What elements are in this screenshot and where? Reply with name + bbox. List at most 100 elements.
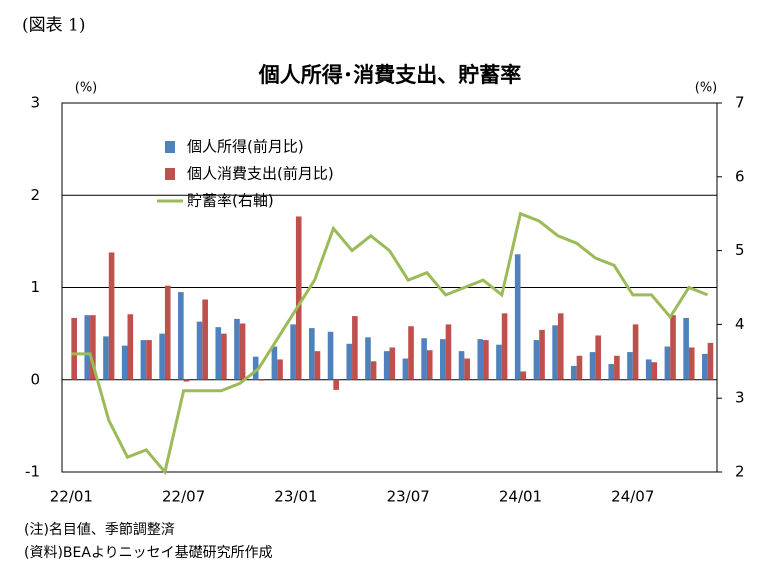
- bar: [127, 314, 134, 380]
- x-tick-label: 23/01: [274, 488, 317, 506]
- bar: [514, 254, 521, 380]
- bar: [84, 315, 91, 380]
- bar: [370, 361, 377, 380]
- bar: [178, 292, 184, 380]
- bar: [215, 327, 222, 380]
- bar: [458, 351, 465, 380]
- bar: [365, 337, 371, 380]
- bar: [314, 351, 321, 380]
- bar: [645, 359, 652, 380]
- bar: [290, 324, 296, 380]
- bar: [252, 356, 259, 380]
- bar: [688, 347, 695, 380]
- bar: [477, 339, 484, 380]
- bar: [664, 346, 671, 380]
- bar: [627, 352, 633, 380]
- y-tick-label: 1: [30, 278, 40, 296]
- legend-label: 個人消費支出(前月比): [187, 165, 334, 183]
- bar: [159, 333, 165, 380]
- y2-tick-label: 2: [735, 463, 745, 481]
- bar: [183, 379, 190, 382]
- bar: [576, 355, 583, 380]
- bar: [103, 336, 109, 380]
- legend-swatch: [165, 141, 175, 153]
- bar: [164, 285, 171, 380]
- bar: [707, 342, 714, 380]
- y-tick-label: 0: [30, 370, 40, 388]
- bar: [651, 362, 658, 380]
- note: (注)名目値、季節調整済: [24, 521, 175, 538]
- x-tick-label: 24/07: [611, 488, 654, 506]
- bar: [445, 324, 452, 380]
- legend-label: 個人所得(前月比): [187, 138, 304, 156]
- line: [71, 211, 709, 476]
- source: (資料)BEAよりニッセイ基礎研究所作成: [24, 544, 273, 561]
- bar: [632, 324, 639, 380]
- bar: [239, 323, 246, 380]
- y2-tick-label: 4: [735, 315, 745, 333]
- bar: [271, 346, 278, 380]
- bar: [614, 355, 620, 380]
- bar: [608, 364, 615, 380]
- y2-tick-label: 5: [735, 241, 745, 259]
- bar: [108, 252, 115, 380]
- bar: [702, 353, 708, 380]
- figure-label: (図表 1): [22, 16, 85, 36]
- bar: [327, 331, 334, 380]
- bar: [421, 338, 427, 380]
- bar: [539, 329, 545, 380]
- x-tick-label: 24/01: [499, 488, 542, 506]
- y-unit: (%): [75, 81, 98, 96]
- chart-title: 個人所得･消費支出、貯蓄率: [258, 63, 522, 87]
- y2-tick-label: 6: [735, 167, 745, 185]
- x-tick-label: 22/01: [50, 488, 93, 506]
- y2-unit: (%): [695, 81, 718, 96]
- bar: [277, 359, 283, 380]
- bar: [496, 344, 502, 380]
- bar: [221, 333, 227, 380]
- bar: [440, 339, 446, 380]
- bar: [571, 365, 577, 380]
- legend-swatch: [165, 168, 175, 180]
- bar: [557, 313, 564, 380]
- bar: [140, 340, 147, 380]
- bar: [121, 345, 128, 380]
- legend-label: 貯蓄率(右軸): [187, 192, 274, 210]
- bar: [295, 216, 302, 380]
- bar: [309, 328, 315, 380]
- bar: [464, 358, 470, 380]
- x-tick-label: 23/07: [387, 488, 430, 506]
- bar: [402, 358, 409, 380]
- bar: [383, 351, 390, 380]
- bar: [670, 315, 676, 380]
- bar: [483, 340, 489, 380]
- bar: [333, 379, 339, 390]
- bar: [533, 340, 540, 380]
- bar: [501, 313, 508, 380]
- bar: [589, 352, 596, 380]
- bar: [520, 371, 527, 380]
- bar: [683, 317, 689, 380]
- bar: [426, 350, 433, 380]
- plot-frame: [61, 102, 718, 473]
- bar: [595, 335, 601, 380]
- y2-tick-label: 7: [735, 94, 745, 112]
- bar: [196, 321, 203, 380]
- x-tick-label: 22/07: [162, 488, 205, 506]
- bar: [408, 326, 414, 380]
- y-tick-label: 3: [30, 94, 40, 112]
- y-tick-label: 2: [30, 186, 40, 204]
- bar: [90, 315, 96, 380]
- y-tick-label: -1: [25, 463, 40, 481]
- bar: [389, 347, 396, 380]
- y2-tick-label: 3: [735, 389, 745, 407]
- bar: [146, 340, 152, 380]
- bar: [352, 316, 358, 380]
- bar: [346, 343, 353, 380]
- bar: [234, 318, 240, 380]
- bar: [71, 317, 77, 380]
- bar: [258, 379, 265, 381]
- bar: [552, 325, 558, 380]
- bar: [202, 299, 208, 380]
